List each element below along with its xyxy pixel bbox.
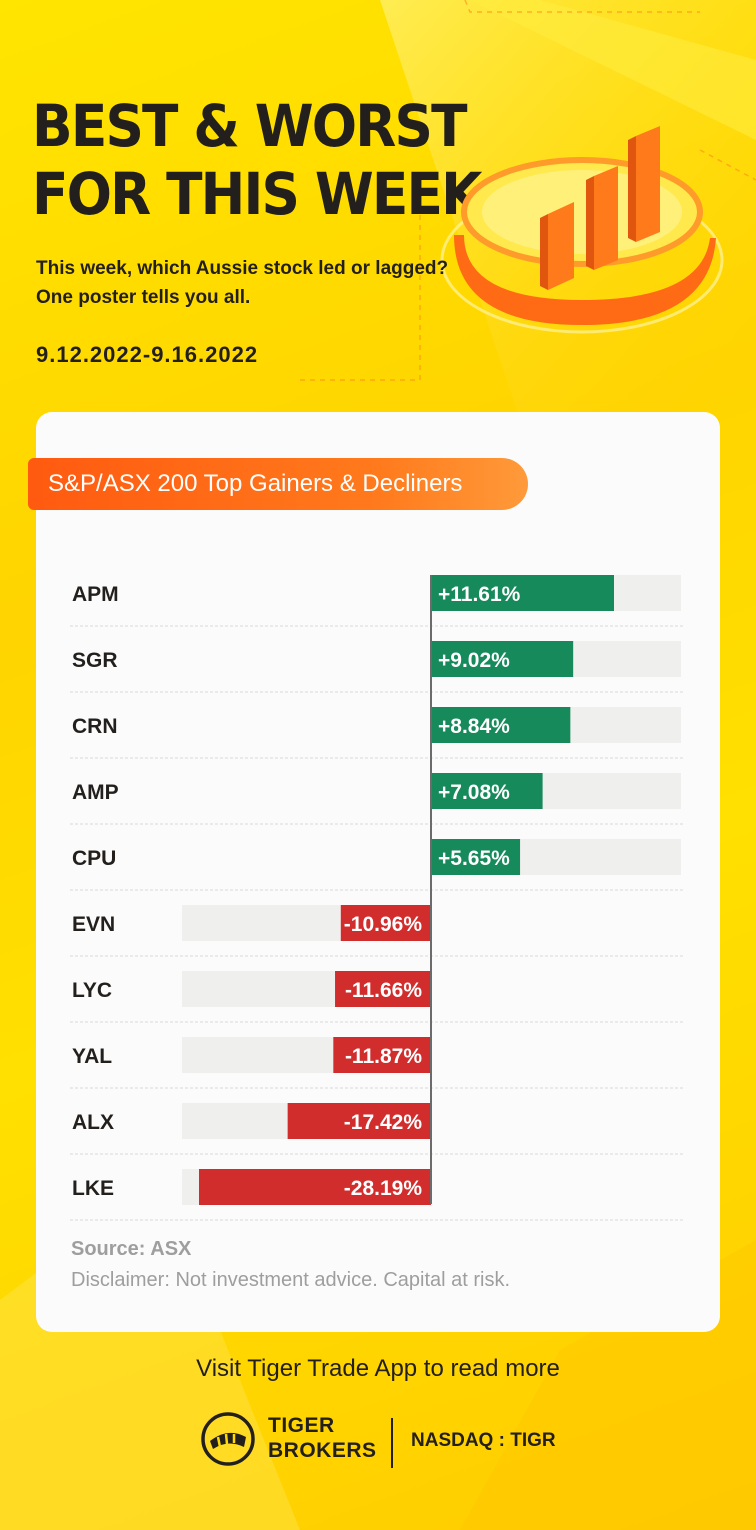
brand-line-1: TIGER [268,1414,335,1437]
title-line-1: BEST & WORST [32,92,468,160]
category-label: CPU [72,847,116,870]
exchange-ticker: NASDAQ : TIGR [411,1430,556,1451]
gain-bar [431,641,574,677]
category-label: SGR [72,649,118,672]
loss-bar [199,1169,431,1205]
chart-banner: S&P/ASX 200 Top Gainers & Decliners [28,458,528,510]
category-label: APM [72,583,119,606]
gain-bar [431,839,521,875]
category-label: AMP [72,781,119,804]
value-label: -11.87% [345,1045,422,1068]
category-label: LYC [72,979,112,1002]
value-label: +7.08% [438,781,510,804]
value-label: +8.84% [438,715,510,738]
category-label: EVN [72,913,115,936]
value-label: +11.61% [438,583,521,606]
tiger-logo-icon [201,1412,255,1466]
loss-bar [335,971,431,1007]
value-label: -10.96% [344,913,423,936]
disclaimer: Disclaimer: Not investment advice. Capit… [71,1269,511,1291]
bar-chart-illustration-icon [440,126,724,334]
date-range: 9.12.2022-9.16.2022 [36,342,259,367]
loss-bar [287,1103,431,1139]
brand-name: TIGER BROKERS [268,1413,377,1463]
gain-bar [431,575,614,611]
category-label: ALX [72,1111,114,1134]
brand-line-2: BROKERS [268,1439,377,1462]
gain-bar [431,707,571,743]
value-label: +9.02% [438,649,510,672]
value-label: -28.19% [344,1177,423,1200]
gain-bar [431,773,543,809]
value-label: -11.66% [345,979,422,1002]
page-title: BEST & WORST FOR THIS WEEK [32,92,482,228]
loss-bar [340,905,431,941]
cta-text: Visit Tiger Trade App to read more [196,1355,560,1382]
value-label: +5.65% [438,847,510,870]
value-label: -17.42% [344,1111,423,1134]
category-label: YAL [72,1045,112,1068]
title-line-2: FOR THIS WEEK [32,160,482,228]
category-label: CRN [72,715,118,738]
loss-bar [333,1037,431,1073]
category-label: LKE [72,1177,114,1200]
subtitle: This week, which Aussie stock led or lag… [36,258,449,308]
brand-divider [391,1418,393,1468]
source-note: Source: ASX [71,1238,192,1260]
